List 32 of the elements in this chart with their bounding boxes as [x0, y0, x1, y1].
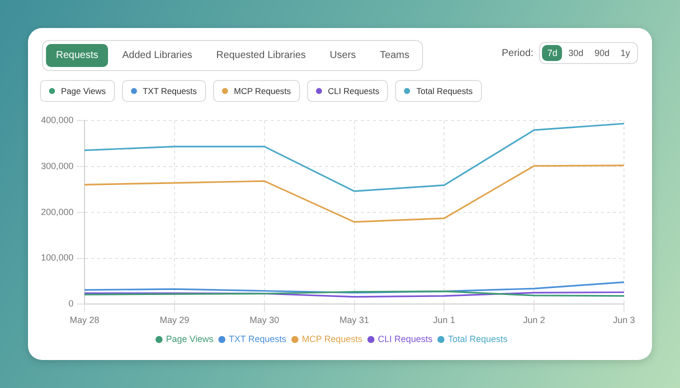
legend-label: TXT Requests [228, 334, 287, 344]
text: 90d [593, 47, 610, 60]
text: Page Views [61, 86, 106, 96]
text: Teams [378, 49, 410, 63]
text: 30d [567, 47, 584, 60]
text: Requested Libraries [215, 49, 307, 63]
legend-label: Page Views [166, 334, 214, 344]
x-tick-label: May 29 [160, 315, 190, 326]
y-tick-label: 300,000 [40, 160, 74, 171]
x-tick-label: Jun 3 [612, 315, 636, 326]
x-tick-label: May 28 [70, 315, 100, 326]
text: 7d [542, 45, 562, 61]
x-tick-label: Jun 1 [433, 315, 456, 326]
legend-label: Total Requests [416, 86, 473, 96]
legend-label: MCP Requests [234, 86, 291, 96]
text: 1y [619, 47, 631, 60]
text: Total Requests [448, 334, 508, 344]
x-tick-label: May 30 [250, 315, 280, 326]
y-tick-label: 0 [68, 298, 74, 309]
x-tick-label: May 31 [340, 315, 370, 326]
text: MCP Requests [302, 334, 362, 344]
text: TXT Requests [142, 86, 197, 96]
text: Users [328, 49, 357, 63]
text: Requests [46, 44, 108, 67]
text: CLI Requests [328, 86, 380, 96]
y-tick-label: 100,000 [40, 252, 74, 263]
legend-label: CLI Requests [378, 334, 433, 344]
y-tick-label: 200,000 [40, 206, 74, 217]
x-tick-label: Jun 2 [523, 315, 546, 326]
text: Period: [502, 48, 534, 58]
y-tick-label: 400,000 [40, 114, 74, 125]
text: Added Libraries [121, 49, 194, 63]
